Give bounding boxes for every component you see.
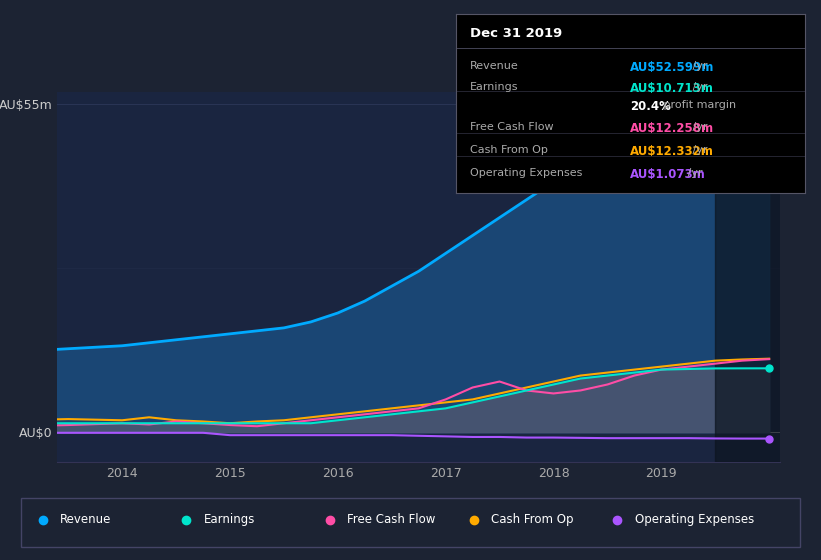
Bar <box>715 92 786 462</box>
Text: Earnings: Earnings <box>470 82 518 92</box>
Text: AU$1.073m: AU$1.073m <box>631 168 706 181</box>
Text: Operating Expenses: Operating Expenses <box>635 514 754 526</box>
Text: AU$12.332m: AU$12.332m <box>631 145 714 158</box>
Text: AU$10.713m: AU$10.713m <box>631 82 714 95</box>
Text: Cash From Op: Cash From Op <box>491 514 573 526</box>
Text: Free Cash Flow: Free Cash Flow <box>347 514 436 526</box>
Text: /yr: /yr <box>690 145 708 155</box>
Text: Earnings: Earnings <box>204 514 255 526</box>
Text: AU$12.258m: AU$12.258m <box>631 122 714 134</box>
Text: profit margin: profit margin <box>660 100 736 110</box>
Text: Cash From Op: Cash From Op <box>470 145 548 155</box>
Text: AU$52.599m: AU$52.599m <box>631 60 714 73</box>
Text: 20.4%: 20.4% <box>631 100 671 113</box>
Text: Revenue: Revenue <box>60 514 112 526</box>
Text: Operating Expenses: Operating Expenses <box>470 168 582 178</box>
Text: Dec 31 2019: Dec 31 2019 <box>470 26 562 40</box>
Text: Free Cash Flow: Free Cash Flow <box>470 122 553 132</box>
Text: /yr: /yr <box>684 168 702 178</box>
Text: /yr: /yr <box>690 82 708 92</box>
Text: /yr: /yr <box>690 60 708 71</box>
Text: /yr: /yr <box>690 122 708 132</box>
Text: Revenue: Revenue <box>470 60 518 71</box>
